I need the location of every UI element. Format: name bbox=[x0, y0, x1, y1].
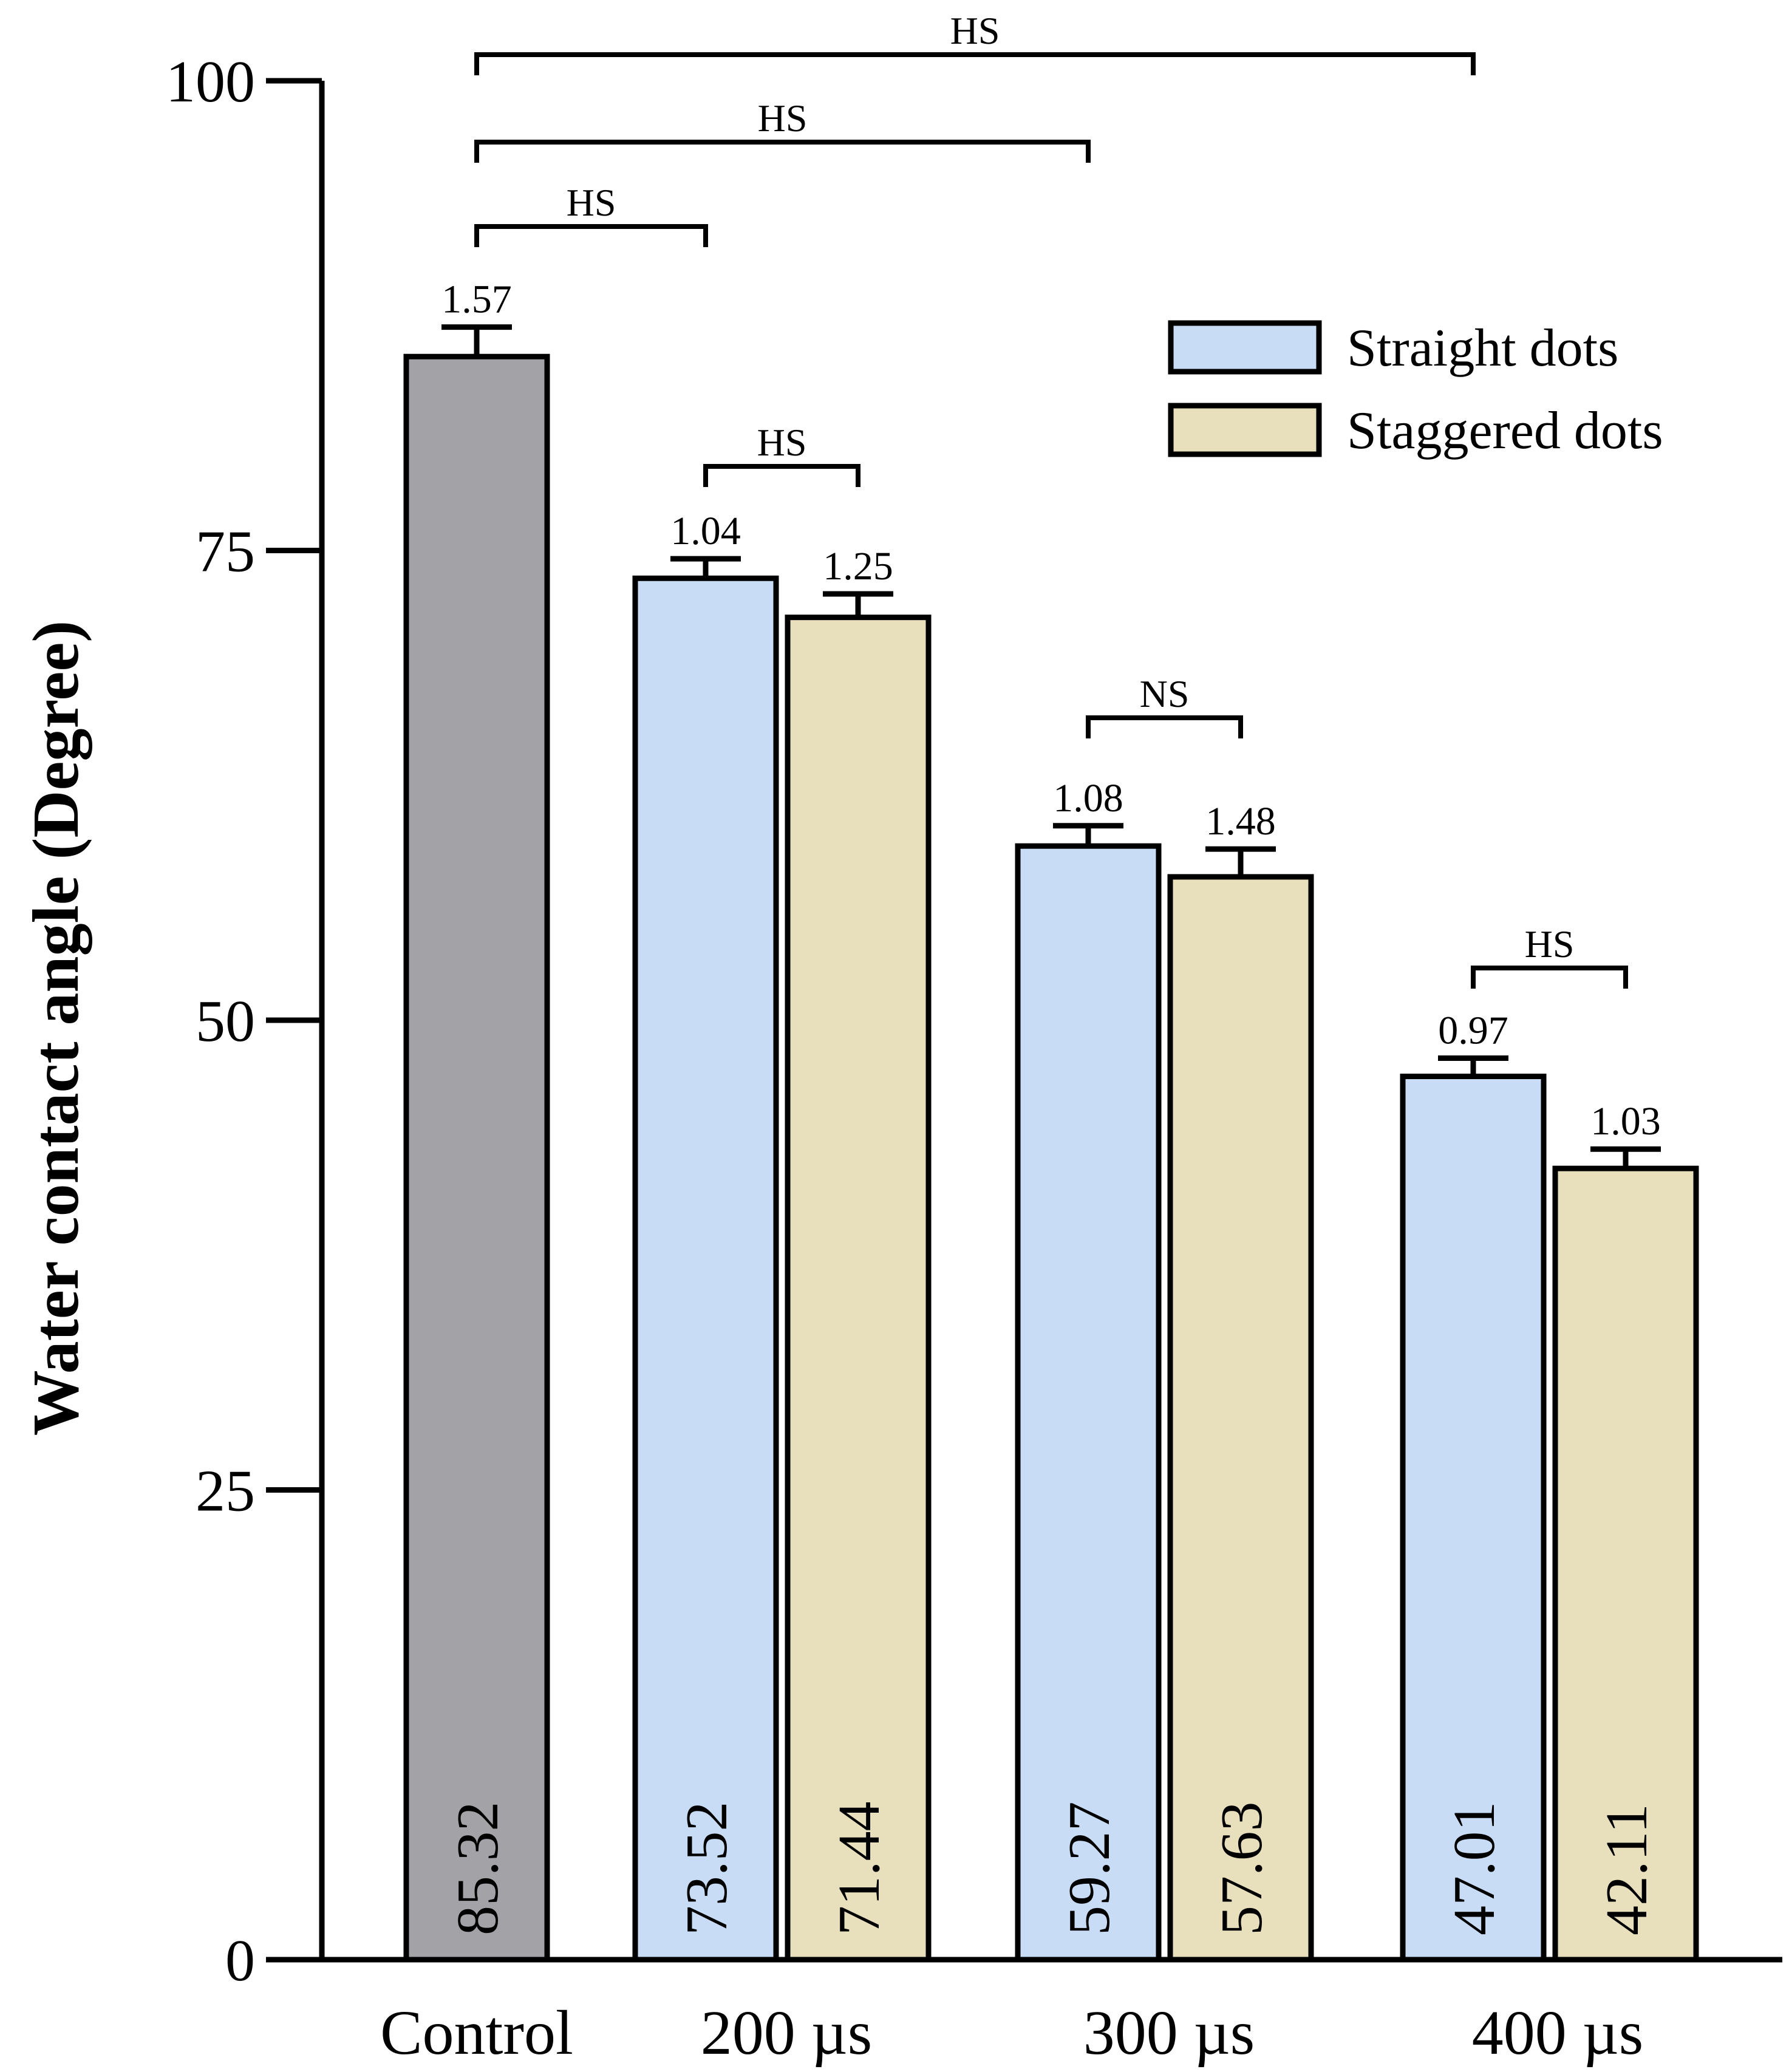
significance-bracket bbox=[703, 464, 860, 487]
x-tick-label: 300 µs bbox=[1083, 1998, 1255, 2068]
y-axis-title: Water contact angle (Degree) bbox=[20, 621, 92, 1436]
legend-swatch-straight-dots bbox=[1168, 320, 1322, 375]
bar-control bbox=[403, 353, 550, 1963]
error-value-label: 1.08 bbox=[1053, 776, 1123, 820]
significance-label: HS bbox=[757, 421, 807, 464]
bar-200-s-staggered-dots bbox=[785, 615, 932, 1963]
significance-bracket bbox=[474, 140, 1091, 163]
bar-300-s-straight-dots bbox=[1015, 843, 1162, 1963]
significance-bracket bbox=[474, 224, 708, 247]
error-value-label: 1.48 bbox=[1205, 799, 1276, 843]
significance-label: HS bbox=[950, 9, 1000, 52]
significance-label: HS bbox=[758, 97, 808, 140]
error-bars: 1.57 1.04 1.08 0.97 1.25 1.48 1.03 bbox=[441, 278, 1661, 1169]
legend: Straight dots Staggered dots bbox=[1168, 319, 1663, 460]
bar-300-s-staggered-dots bbox=[1167, 874, 1314, 1963]
bar-400-s-straight-dots bbox=[1400, 1074, 1547, 1963]
x-tick-label: 200 µs bbox=[701, 1998, 872, 2068]
bar-value-label: 59.27 bbox=[1057, 1802, 1122, 1936]
y-tick-label: 0 bbox=[225, 1928, 255, 1994]
bar-200-s-straight-dots bbox=[632, 575, 779, 1963]
error-value-label: 1.57 bbox=[441, 278, 512, 322]
x-tick-label: 400 µs bbox=[1472, 1998, 1643, 2068]
y-axis: 0 25 50 75 100 bbox=[166, 49, 325, 1994]
y-tick-label: 100 bbox=[166, 49, 255, 115]
bar-value-label: 47.01 bbox=[1442, 1802, 1507, 1936]
y-tick-label: 50 bbox=[196, 989, 255, 1054]
significance-label: HS bbox=[567, 181, 616, 224]
error-value-label: 1.04 bbox=[670, 509, 741, 553]
y-tick-label: 25 bbox=[196, 1459, 255, 1524]
error-value-label: 1.25 bbox=[823, 544, 893, 588]
y-tick-label: 75 bbox=[196, 519, 255, 585]
bar-400-s-staggered-dots bbox=[1552, 1165, 1699, 1963]
x-axis: Control 200 µs 300 µs 400 µs bbox=[322, 1957, 1782, 2068]
bar-value-label: 73.52 bbox=[674, 1802, 740, 1936]
significance-label: NS bbox=[1140, 672, 1190, 715]
error-value-label: 1.03 bbox=[1590, 1099, 1661, 1143]
bar-value-label: 42.11 bbox=[1594, 1804, 1660, 1935]
significance-bracket bbox=[1086, 715, 1243, 738]
bar-value-label: 57.63 bbox=[1209, 1802, 1275, 1936]
legend-label-staggered-dots: Staggered dots bbox=[1347, 401, 1663, 460]
significance-label: HS bbox=[1525, 922, 1575, 966]
error-value-label: 0.97 bbox=[1438, 1008, 1508, 1052]
significance-brackets: HS HS HS HS NS HS bbox=[474, 9, 1628, 989]
legend-label-straight-dots: Straight dots bbox=[1347, 319, 1618, 378]
significance-bracket bbox=[1471, 966, 1628, 989]
significance-bracket bbox=[474, 52, 1476, 75]
bars: 85.32 73.52 59.27 47.01 71.44 57.63 42.11 bbox=[403, 353, 1699, 1963]
bar-value-label: 71.44 bbox=[826, 1802, 892, 1936]
legend-swatch-staggered-dots bbox=[1168, 403, 1322, 457]
x-tick-label: Control bbox=[380, 1998, 573, 2068]
bar-value-label: 85.32 bbox=[445, 1802, 511, 1936]
